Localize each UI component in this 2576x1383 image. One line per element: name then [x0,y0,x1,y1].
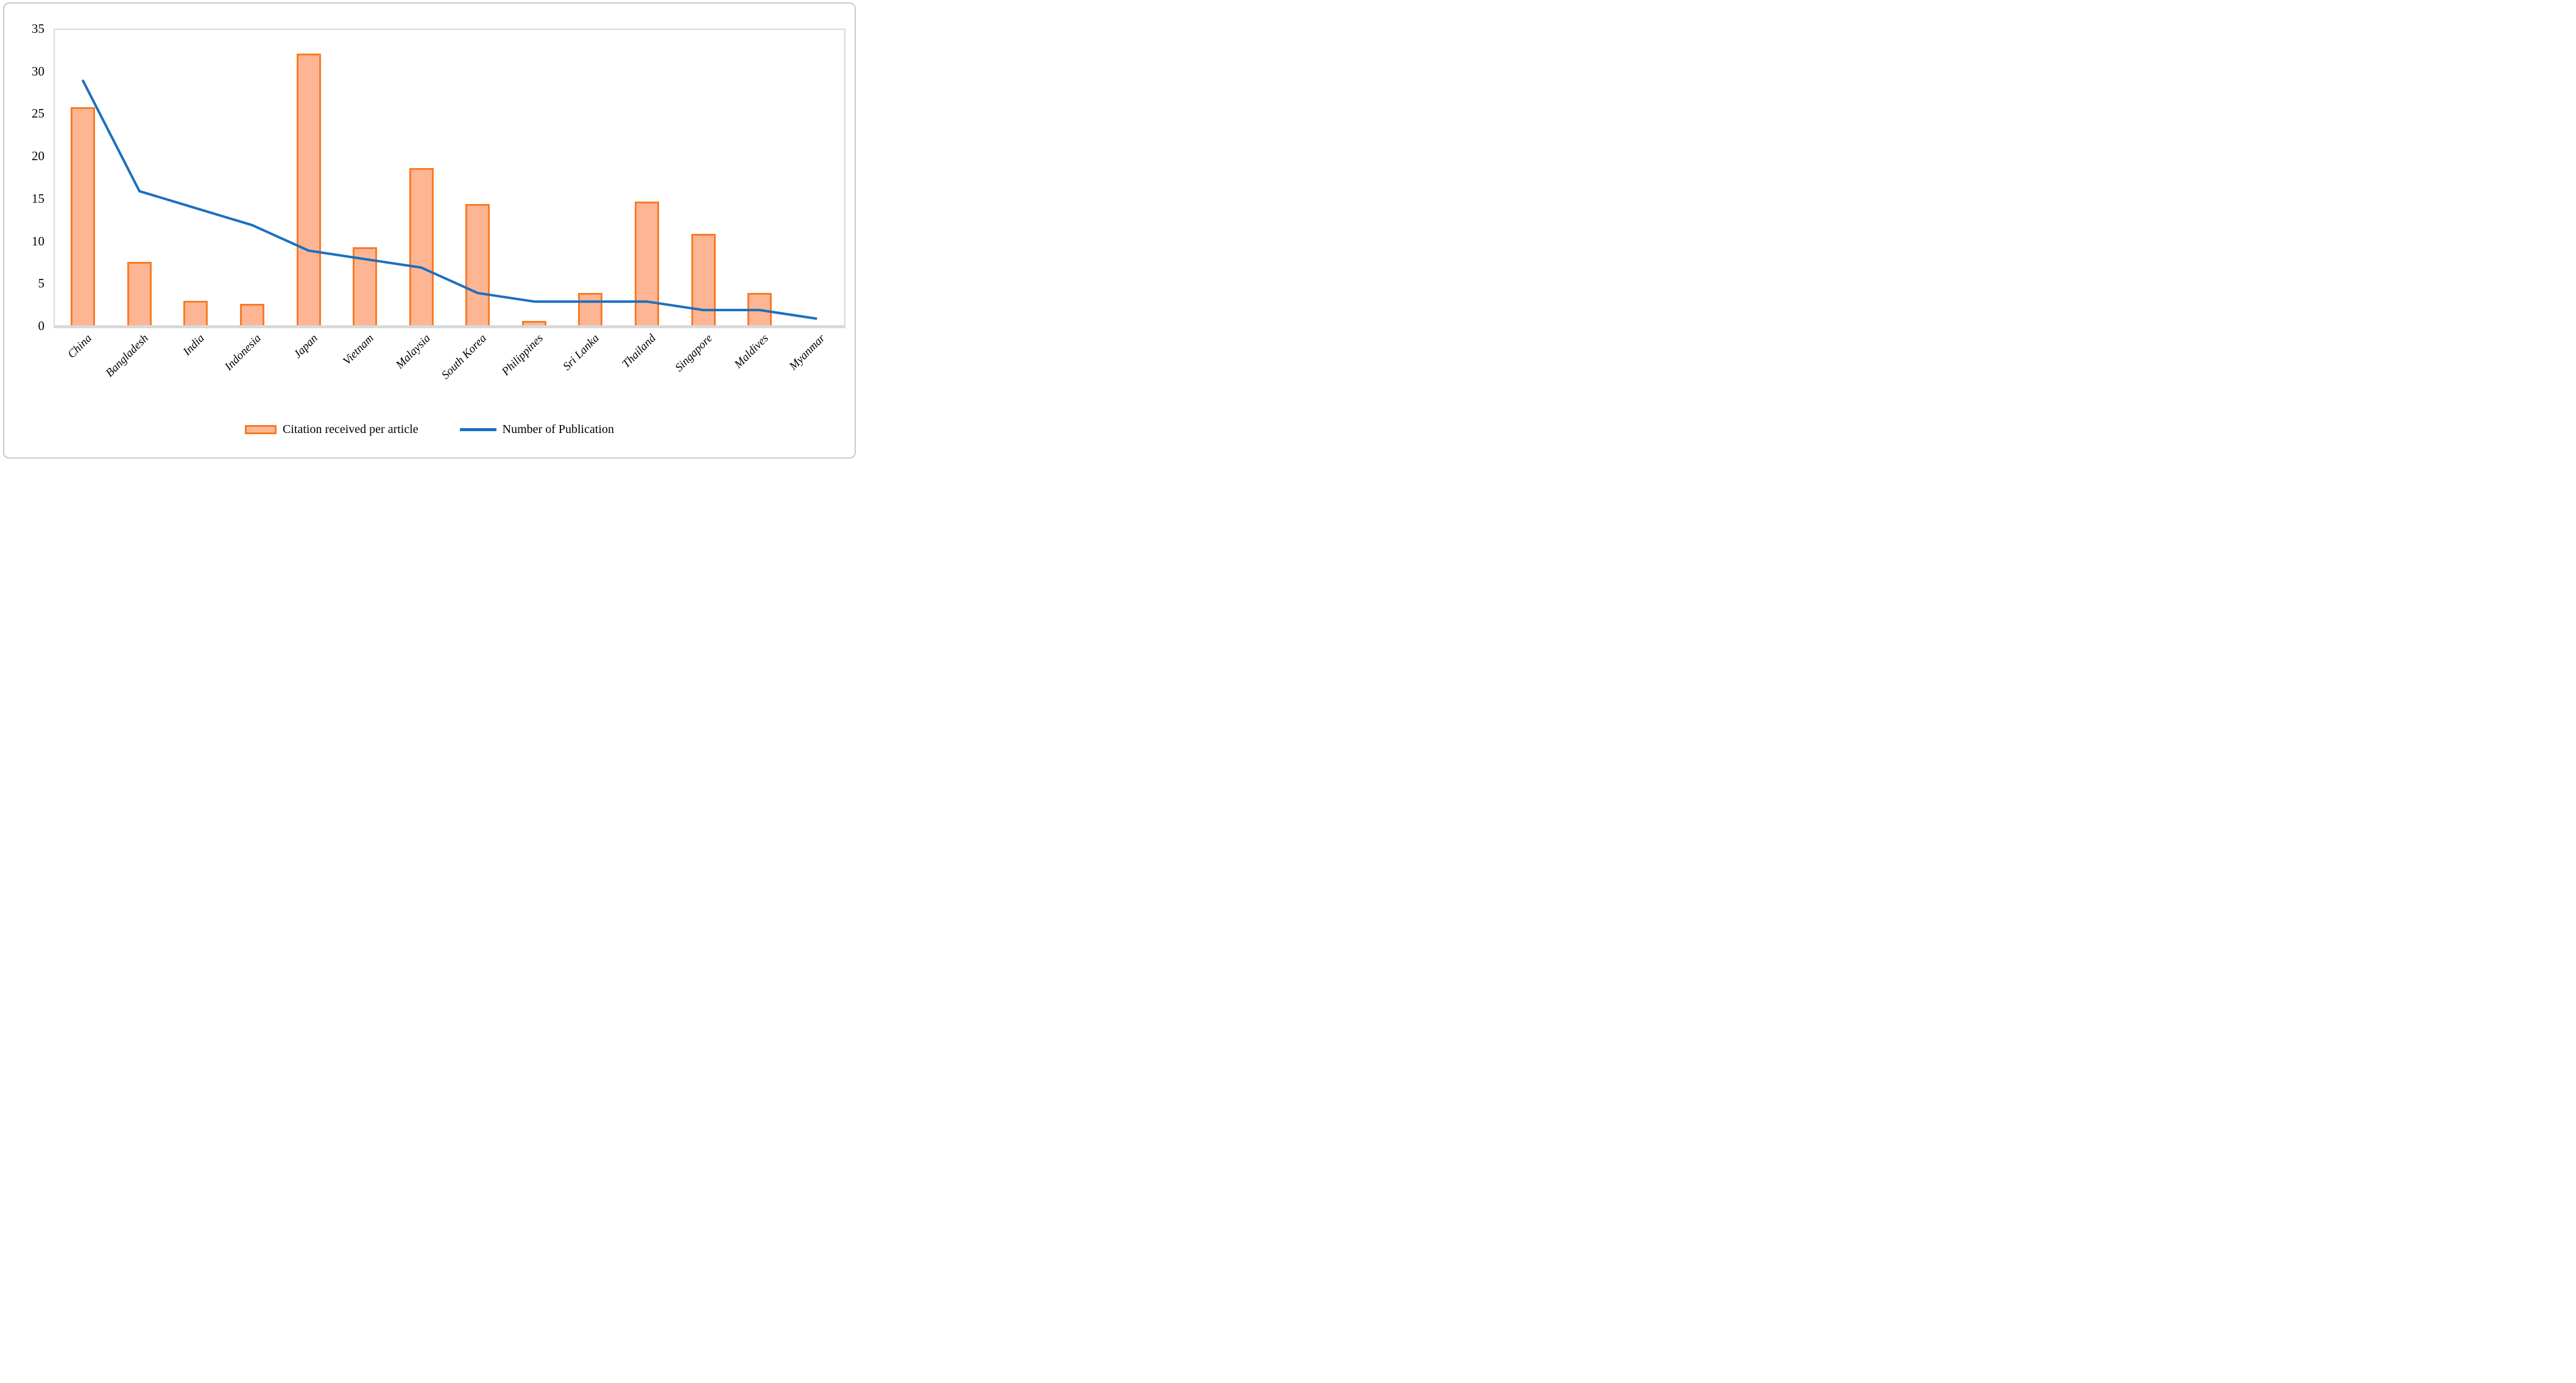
bar-bangladesh [127,262,152,327]
y-tick-label: 10 [32,233,44,248]
plot-area [54,29,845,328]
y-tick-label: 30 [32,63,44,79]
bar-malaysia [409,168,434,327]
y-tick-label: 20 [32,149,44,164]
y-tick-label: 35 [32,21,44,36]
legend: Citation received per article Number of … [4,423,855,437]
legend-label-publications: Number of Publication [502,423,614,436]
y-tick-label: 5 [38,276,45,291]
bar-sri-lanka [578,293,602,327]
chart-canvas: 0 5 10 15 20 25 30 35 China Bangladesh India Indon… [0,0,859,461]
y-tick-label: 0 [38,318,45,333]
legend-label-citations: Citation received per article [283,423,418,436]
legend-item-citations: Citation received per article [245,423,418,437]
bar-china [71,107,95,327]
y-tick-label: 15 [32,191,44,206]
line-series-swatch-icon [459,428,496,431]
line-series-publication [82,79,817,320]
bar-thailand [635,202,659,327]
bar-series-swatch-icon [245,425,277,434]
x-axis-line [54,325,845,328]
chart-figure: 0 5 10 15 20 25 30 35 China Bangladesh India Indon… [3,2,856,459]
bar-singapore [691,234,716,327]
legend-item-publications: Number of Publication [459,423,614,437]
y-tick-label: 25 [32,106,44,121]
number-of-publication-line [82,79,817,320]
bar-japan [297,54,321,327]
